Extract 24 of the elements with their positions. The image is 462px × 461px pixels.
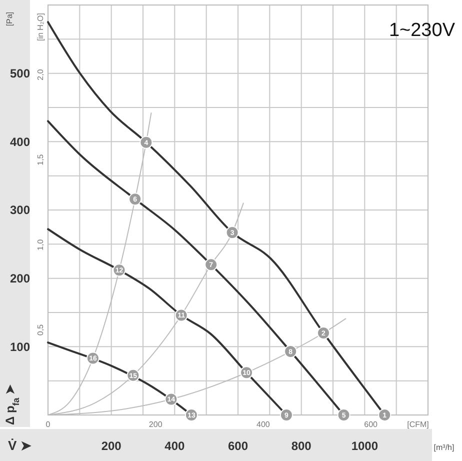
y-tick-label: 400 [10,134,30,149]
y-axis-title: [Pa] [5,12,14,26]
y-tick-label: 500 [10,66,30,81]
y2-tick-label: 0,5 [36,324,45,336]
y2-tick-label: 2,0 [36,68,45,80]
x-tick-label: 400 [164,439,185,453]
x-tick-label: 1000 [351,439,378,453]
text: V̇ ➤ [8,438,32,453]
y2-tick-label: 1,5 [36,154,45,166]
y2-tick-label: 1,0 [36,238,45,250]
x-tick-label: 600 [228,439,248,453]
x2-tick-label: 0 [46,420,51,429]
y-tick-label: 300 [10,203,30,218]
y-tick-label: 100 [10,340,30,354]
x2-axis-title: [CFM] [407,420,429,429]
x-tick-label: 200 [101,439,122,453]
x-tick-label: 800 [291,439,312,453]
x2-tick-label: 400 [256,420,270,429]
annotation: 1~230V [388,20,456,41]
x-axis-title: [m³/h] [434,443,454,452]
y-tick-label: 200 [10,272,30,286]
x2-tick-label: 600 [364,420,378,429]
x2-tick-label: 200 [148,420,163,429]
y2-axis-title: [in H₂O] [36,13,45,41]
